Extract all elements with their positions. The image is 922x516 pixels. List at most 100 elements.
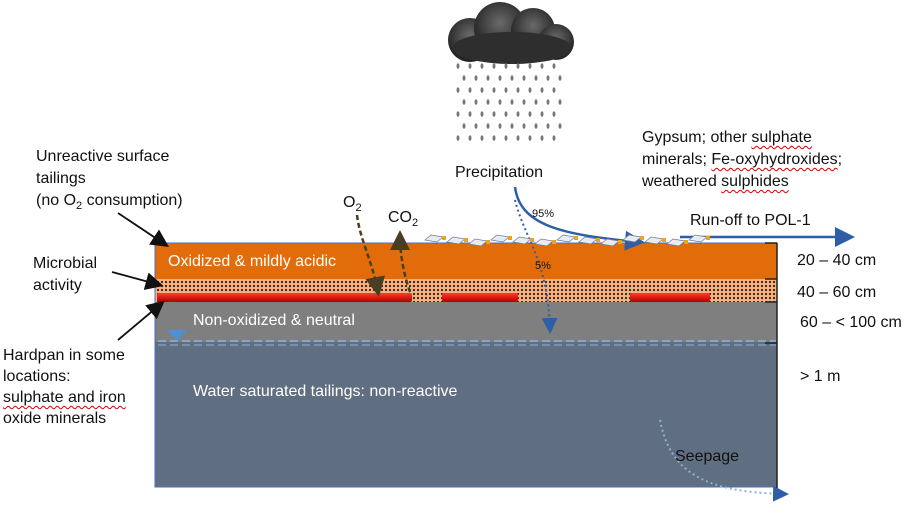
rain-drop [534, 123, 538, 129]
rain-drop [456, 63, 460, 69]
unreactive-pointer [117, 212, 169, 247]
rain-drop [552, 135, 556, 141]
rain-drop [558, 75, 562, 81]
rain-drop [468, 111, 472, 117]
unreactive-label-line2: tailings [36, 170, 86, 187]
co2-label: CO2 [388, 209, 419, 230]
depth-label: 40 – 60 cm [797, 284, 877, 301]
depth-label: > 1 m [800, 368, 841, 385]
rain-drop [474, 99, 478, 105]
rain-drop [486, 75, 490, 81]
rain-drop [552, 63, 556, 69]
oxidized-layer-label: Oxidized & mildly acidic [168, 253, 337, 270]
hardpan-label-line1: Hardpan in some [3, 347, 125, 364]
hardpan-pointer [117, 300, 165, 341]
rain-drop [510, 75, 514, 81]
oxidized-layer [155, 243, 777, 279]
rain-drop [492, 135, 496, 141]
rain-drop [528, 87, 532, 93]
rain-drop [468, 135, 472, 141]
precipitation-label: Precipitation [455, 164, 544, 181]
mineral-crystal [490, 234, 510, 243]
mineral-grain [486, 240, 490, 244]
rain-drop [528, 111, 532, 117]
mineral-grain [662, 238, 666, 242]
rain-drop [480, 111, 484, 117]
rain-drop [522, 123, 526, 129]
rain-drop [522, 99, 526, 105]
rain-drop [516, 135, 520, 141]
seepage-arrow [659, 419, 789, 502]
rain-drop [552, 87, 556, 93]
unreactive-label-line3: (no O2 consumption) [36, 192, 183, 213]
saturated-layer-label: Water saturated tailings: non-reactive [193, 383, 458, 400]
non-oxidized-layer [155, 300, 777, 342]
rain-drop [456, 135, 460, 141]
mineral-grain [706, 236, 710, 240]
co2-arrow [390, 230, 412, 293]
rain-drop [462, 99, 466, 105]
saturated-layer [155, 340, 777, 487]
o2-label: O2 [343, 194, 362, 215]
rain-drop [480, 135, 484, 141]
rain-drop [504, 63, 508, 69]
mineral-grain [596, 238, 600, 242]
rain-drop [468, 87, 472, 93]
runoff-percent: 95% [532, 208, 555, 220]
rain-drop [558, 123, 562, 129]
rain-drop [528, 135, 532, 141]
rain-drop [486, 123, 490, 129]
rain-drop [474, 123, 478, 129]
runoff-arrow [513, 186, 645, 251]
surface-minerals [424, 234, 710, 247]
rain-drop [504, 87, 508, 93]
rain-drop [510, 123, 514, 129]
depth-label: 60 – < 100 cm [800, 314, 902, 331]
depth-label: 20 – 40 cm [797, 252, 877, 269]
seepage-label: Seepage [675, 448, 740, 465]
hardpan-label-line2: locations: [3, 368, 71, 385]
rain-drop [546, 75, 550, 81]
minerals-label-line1: Gypsum; other sulphate [642, 129, 812, 146]
hardpan-label-line4: oxide minerals [3, 410, 107, 427]
depth-scale [765, 242, 778, 488]
rain-drop [534, 99, 538, 105]
rain-drop [492, 111, 496, 117]
rain-drop [546, 123, 550, 129]
minerals-label-line2: minerals; Fe-oxyhydroxides; [642, 151, 843, 168]
rain-drop [486, 99, 490, 105]
rain-drop [498, 75, 502, 81]
mineral-grain [530, 238, 534, 242]
mineral-grain [574, 236, 578, 240]
rain-drop [456, 111, 460, 117]
rain-drop [534, 75, 538, 81]
rain-drop [474, 75, 478, 81]
cloud-icon [448, 2, 574, 64]
rain-drop [540, 87, 544, 93]
rain-drop [498, 99, 502, 105]
hardpan-bar [630, 293, 710, 302]
rain-drop [462, 75, 466, 81]
rain-drop [504, 111, 508, 117]
rain-drop [522, 75, 526, 81]
rain-drop [516, 111, 520, 117]
rain-drop [540, 111, 544, 117]
rain-drop [480, 63, 484, 69]
minerals-label-line3: weathered sulphides [642, 173, 789, 190]
rain-drop [504, 135, 508, 141]
rain-drop [558, 99, 562, 105]
rain-drop [468, 63, 472, 69]
rain-drop [492, 87, 496, 93]
rain-drop [552, 111, 556, 117]
rain-drop [498, 123, 502, 129]
microbial-pointer [111, 271, 164, 290]
rain-drop [492, 63, 496, 69]
mineral-grain [552, 240, 556, 244]
rain-drop [528, 63, 532, 69]
rain-drop [540, 135, 544, 141]
unreactive-label-line1: Unreactive surface [36, 148, 170, 165]
mineral-grain [618, 240, 622, 244]
hardpan-bar [442, 293, 518, 302]
infiltration-percent: 5% [535, 260, 551, 272]
